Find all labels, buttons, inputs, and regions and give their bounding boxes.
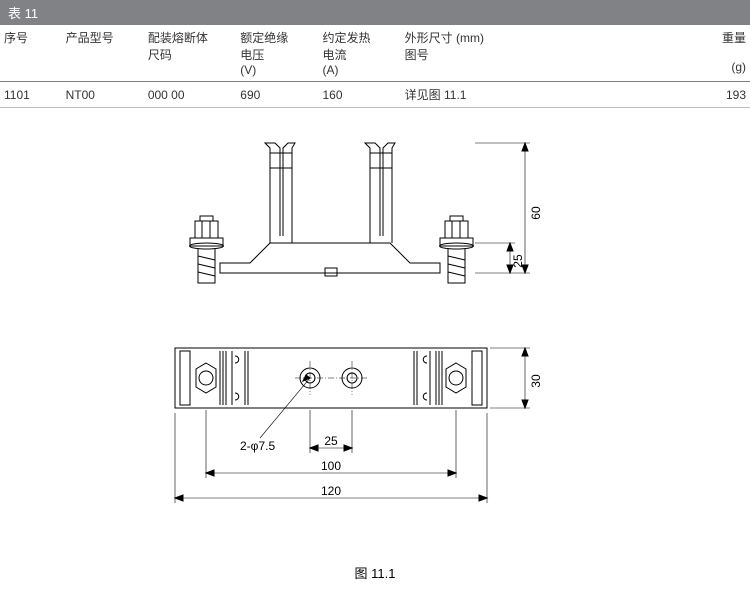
header-row: 序号 产品型号 配装熔断体 尺码 额定绝缘 电压 (V) 约定发热 电流 (A)…: [0, 25, 750, 82]
td-curr: 160: [318, 82, 400, 108]
dim-overall: 120: [321, 484, 341, 498]
th-fuse: 配装熔断体 尺码: [144, 25, 236, 82]
td-volt: 690: [236, 82, 318, 108]
dim-height-lower: 25: [511, 254, 525, 268]
dim-pitch-small: 25: [324, 434, 338, 448]
drawing-svg: 60 25 30 2-φ7.5 25 100 120: [120, 118, 620, 548]
dim-depth: 30: [529, 374, 543, 388]
td-seq: 1101: [0, 82, 62, 108]
td-dim: 详见图 11.1: [401, 82, 689, 108]
dim-height-total: 60: [529, 206, 543, 220]
figure-caption: 图 11.1: [0, 563, 750, 582]
spec-table: 序号 产品型号 配装熔断体 尺码 额定绝缘 电压 (V) 约定发热 电流 (A)…: [0, 25, 750, 108]
th-model: 产品型号: [62, 25, 144, 82]
th-dim: 外形尺寸 (mm) 图号: [401, 25, 689, 82]
th-weight: 重量 (g): [688, 25, 750, 82]
td-fuse: 000 00: [144, 82, 236, 108]
dim-pitch-med: 100: [321, 459, 341, 473]
th-curr: 约定发热 电流 (A): [318, 25, 400, 82]
table-title-bar: 表 11: [0, 0, 750, 25]
technical-drawing: 60 25 30 2-φ7.5 25 100 120: [0, 118, 750, 558]
th-volt: 额定绝缘 电压 (V): [236, 25, 318, 82]
table-row: 1101 NT00 000 00 690 160 详见图 11.1 193: [0, 82, 750, 108]
td-weight: 193: [688, 82, 750, 108]
th-seq: 序号: [0, 25, 62, 82]
table-title: 表 11: [8, 6, 38, 21]
td-model: NT00: [62, 82, 144, 108]
dim-hole-spec: 2-φ7.5: [240, 439, 275, 453]
